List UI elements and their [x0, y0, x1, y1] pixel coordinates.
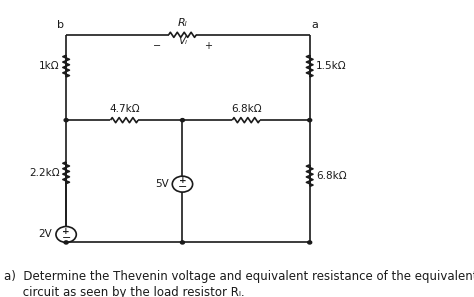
Text: Vₗ: Vₗ	[178, 36, 187, 46]
Text: 6.8kΩ: 6.8kΩ	[231, 104, 261, 114]
Text: 1kΩ: 1kΩ	[39, 61, 60, 71]
Text: −: −	[153, 41, 161, 50]
Text: a: a	[311, 20, 319, 30]
Text: 2.2kΩ: 2.2kΩ	[29, 168, 60, 178]
Circle shape	[64, 119, 68, 122]
Text: b: b	[57, 20, 64, 30]
Text: −: −	[62, 233, 71, 243]
Text: circuit as seen by the load resistor Rₗ.: circuit as seen by the load resistor Rₗ.	[4, 286, 244, 297]
Text: 5V: 5V	[155, 179, 169, 189]
Text: +: +	[204, 41, 212, 50]
Circle shape	[308, 119, 312, 122]
Text: 1.5kΩ: 1.5kΩ	[316, 61, 347, 71]
Text: 4.7kΩ: 4.7kΩ	[109, 104, 140, 114]
Circle shape	[64, 241, 68, 244]
Text: 2V: 2V	[38, 230, 52, 239]
Text: Rₗ: Rₗ	[178, 18, 187, 28]
Text: +: +	[179, 176, 186, 185]
Circle shape	[181, 119, 184, 122]
Circle shape	[308, 241, 312, 244]
Text: 6.8kΩ: 6.8kΩ	[316, 170, 347, 181]
Text: a)  Determine the Thevenin voltage and equivalent resistance of the equivalent: a) Determine the Thevenin voltage and eq…	[4, 270, 474, 283]
Text: −: −	[178, 182, 187, 192]
Circle shape	[181, 241, 184, 244]
Text: +: +	[62, 227, 70, 236]
